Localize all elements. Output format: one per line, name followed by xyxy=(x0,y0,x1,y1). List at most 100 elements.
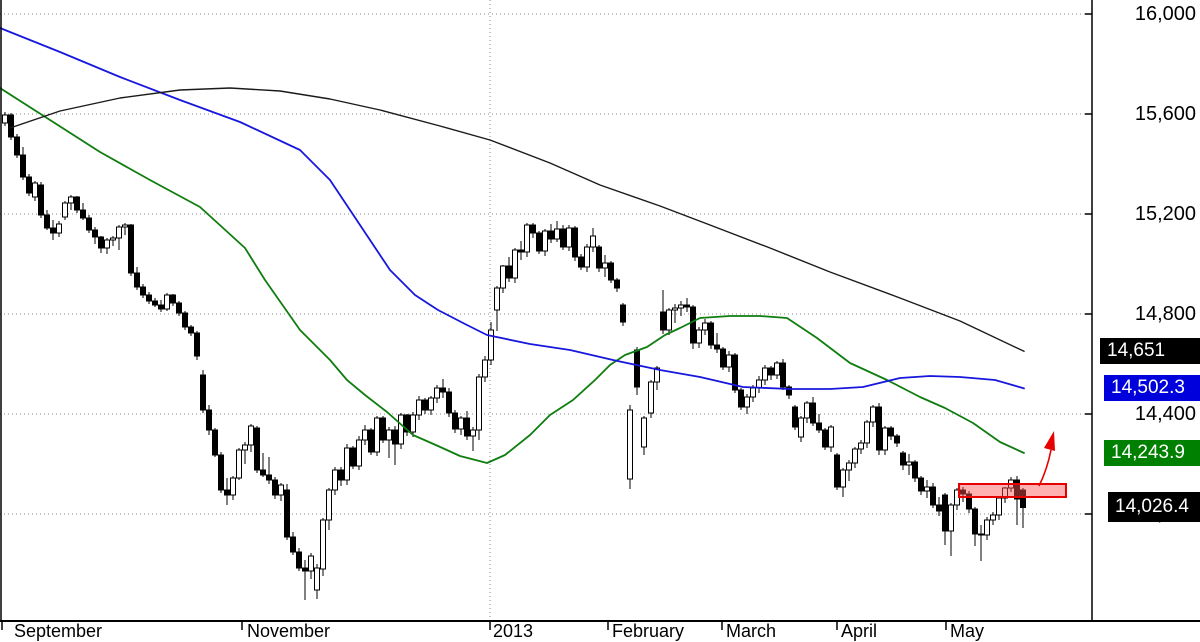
candle-body xyxy=(732,354,738,391)
candle-body xyxy=(392,429,398,445)
up-arrow-shaft xyxy=(1038,449,1052,487)
candle-body xyxy=(98,236,104,249)
candle-body xyxy=(140,286,146,296)
candle-body xyxy=(840,469,846,488)
price-tick-label: 15,600 xyxy=(1134,103,1196,125)
candle-body xyxy=(942,494,948,532)
candle-body xyxy=(834,454,840,488)
candle-body xyxy=(32,182,38,198)
candle-body xyxy=(810,402,816,424)
candle-body xyxy=(512,249,518,279)
candle-body xyxy=(368,429,374,453)
ma-short-green-line xyxy=(0,87,1025,464)
candle-body xyxy=(122,224,128,228)
candle-body xyxy=(608,262,614,281)
candle-body xyxy=(248,425,254,446)
candle-body xyxy=(738,389,744,408)
candle-body xyxy=(786,386,792,396)
candle-body xyxy=(972,508,978,535)
candle-body xyxy=(900,452,906,466)
candle-body xyxy=(548,230,554,240)
candle-body xyxy=(230,477,236,496)
candle-body xyxy=(416,399,422,416)
candle-body xyxy=(452,412,458,430)
candle-body xyxy=(672,307,678,311)
candle-body xyxy=(870,406,876,423)
candle-body xyxy=(350,447,356,467)
date-tick-label: February xyxy=(612,621,685,641)
candle-body xyxy=(572,227,578,258)
candle-body xyxy=(1020,489,1026,508)
candle-body xyxy=(176,302,182,314)
candle-body xyxy=(596,246,602,269)
candle-body xyxy=(20,154,26,178)
candle-body xyxy=(338,469,344,481)
candle-body xyxy=(152,300,158,306)
candle-body xyxy=(518,249,524,253)
candle-body xyxy=(864,421,870,444)
candle-body xyxy=(332,469,338,491)
candle-body xyxy=(158,304,164,310)
candle-body xyxy=(696,329,702,344)
candle-body xyxy=(458,417,464,430)
candle-body xyxy=(434,387,440,399)
candle-body xyxy=(170,294,176,304)
candle-body xyxy=(470,429,476,437)
candle-body xyxy=(206,409,212,431)
candle-body xyxy=(344,447,350,481)
candle-body xyxy=(912,461,918,479)
candle-body xyxy=(2,114,8,124)
price-tick-label: 14,400 xyxy=(1134,403,1196,425)
ma-short-price-badge: 14,243.9 xyxy=(1104,440,1200,467)
candle-body xyxy=(56,223,62,234)
candle-body xyxy=(648,381,654,414)
candle-body xyxy=(464,417,470,437)
candle-body xyxy=(110,237,116,241)
candle-body xyxy=(702,322,708,331)
up-arrow-head xyxy=(1044,431,1055,451)
ma-medium-price-badge: 14,502.3 xyxy=(1104,375,1200,402)
candle-body xyxy=(296,551,302,569)
candle-body xyxy=(164,294,170,310)
candle-body xyxy=(822,429,828,448)
candle-body xyxy=(906,461,912,466)
candle-body xyxy=(774,362,780,376)
candle-body xyxy=(792,406,798,428)
candle-body xyxy=(326,489,332,521)
candle-body xyxy=(990,514,996,521)
candle-body xyxy=(386,429,392,441)
candle-body xyxy=(918,477,924,492)
candle-body xyxy=(816,422,822,431)
candle-body xyxy=(536,232,542,252)
candle-body xyxy=(500,265,506,289)
candle-body xyxy=(62,202,68,218)
candle-body xyxy=(804,402,810,419)
candle-body xyxy=(146,294,152,302)
candle-body xyxy=(584,246,590,268)
candle-body xyxy=(260,469,266,476)
candle-body xyxy=(780,362,786,388)
candle-body xyxy=(290,536,296,553)
candle-body xyxy=(236,449,242,479)
ma-long-black-line xyxy=(9,87,1025,352)
candle-body xyxy=(708,322,714,346)
candle-body xyxy=(894,435,900,444)
candle-body xyxy=(984,519,990,536)
candle-body xyxy=(380,417,386,441)
candle-body xyxy=(744,396,750,408)
candle-body xyxy=(960,489,966,495)
candle-body xyxy=(254,427,260,471)
candle-body xyxy=(44,214,50,229)
candle-body xyxy=(888,427,894,437)
candle-body xyxy=(404,414,410,433)
candle-body xyxy=(852,448,858,464)
date-tick-label: 2013 xyxy=(493,621,534,641)
candle-body xyxy=(194,332,200,357)
candle-body xyxy=(560,228,566,248)
candle-body xyxy=(428,397,434,411)
candle-body xyxy=(14,136,20,156)
candle-body xyxy=(218,454,224,491)
date-tick-label: April xyxy=(841,621,878,641)
candle-body xyxy=(930,486,936,506)
